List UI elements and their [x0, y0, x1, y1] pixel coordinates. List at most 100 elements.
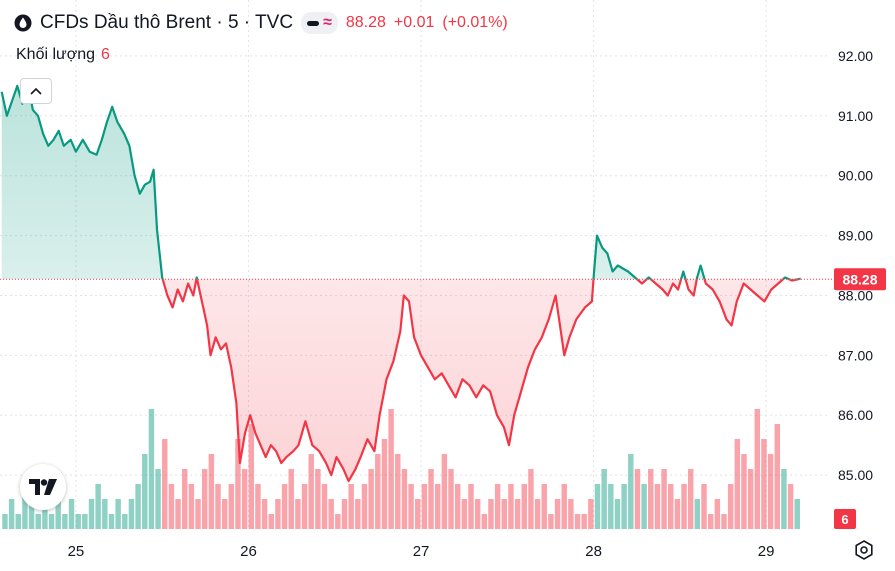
volume-bar [734, 439, 741, 529]
volume-bar [348, 484, 354, 529]
volume-bar [761, 439, 767, 529]
chart-legend: CFDs Dầu thô Brent · 5 · TVC ≈ 88.28 +0.… [14, 12, 508, 34]
price-change-percent: (+0.01%) [442, 14, 508, 31]
volume-bar [168, 484, 175, 529]
chevron-up-icon [30, 87, 42, 95]
volume-bar [701, 484, 707, 529]
volume-bar [215, 484, 221, 529]
y-tick-label: 88.00 [838, 287, 873, 303]
volume-bar [747, 469, 754, 529]
volume-bar [335, 514, 341, 529]
collapse-legend-button[interactable] [20, 78, 52, 104]
volume-bar [22, 484, 28, 529]
volume-bar [648, 469, 654, 529]
symbol-title[interactable]: CFDs Dầu thô Brent · 5 · TVC [40, 12, 294, 33]
volume-bar [162, 439, 168, 529]
volume-bar [628, 454, 634, 529]
volume-bar [501, 499, 508, 529]
volume-bar [415, 499, 421, 529]
volume-bar [481, 514, 488, 529]
volume-bar [621, 484, 627, 529]
volume-bar [268, 514, 274, 529]
volume-bar [601, 469, 607, 529]
volume-bar [68, 499, 75, 529]
volume-bar [395, 454, 401, 529]
volume-bar [568, 499, 574, 529]
volume-bar [355, 499, 361, 529]
volume-bar [774, 424, 780, 529]
y-tick-label: 85.00 [838, 467, 873, 483]
volume-bar [42, 499, 48, 529]
volume-bar [28, 499, 35, 529]
volume-bar [707, 514, 714, 529]
volume-bar [488, 499, 494, 529]
area-above-baseline [1, 79, 801, 280]
volume-bar [175, 499, 181, 529]
volume-bar [494, 484, 501, 529]
volume-bar [388, 409, 394, 529]
volume-bar [301, 484, 308, 529]
volume-bar [241, 469, 248, 529]
volume-bar [115, 499, 121, 529]
settings-icon[interactable] [853, 539, 875, 561]
price-line-up [0, 78, 801, 280]
x-tick-label: 27 [413, 543, 430, 560]
volume-bar [401, 469, 408, 529]
chart-style-toggle[interactable]: ≈ [301, 12, 338, 34]
volume-bar [62, 514, 68, 529]
volume-bar [361, 484, 368, 529]
volume-bar [588, 499, 594, 529]
volume-value: 6 [101, 46, 110, 63]
price-change: +0.01 [393, 14, 435, 31]
volume-bar [574, 514, 581, 529]
volume-bar [687, 469, 694, 529]
volume-bar [188, 484, 195, 529]
volume-bar [454, 484, 461, 529]
volume-bar [55, 484, 61, 529]
volume-bar [75, 514, 81, 529]
volume-bar [88, 499, 95, 529]
volume-bar [341, 499, 348, 529]
volume-bar [668, 484, 674, 529]
y-tick-label: 92.00 [838, 48, 873, 64]
volume-bar [581, 514, 587, 529]
volume-bar [694, 499, 701, 529]
drop-icon [14, 14, 32, 32]
volume-bar [208, 454, 215, 529]
volume-bar [2, 514, 8, 529]
x-tick-label: 29 [758, 543, 775, 560]
volume-bar [508, 484, 514, 529]
volume-bar [155, 469, 161, 529]
volume-bar [328, 499, 334, 529]
volume-bar [102, 499, 108, 529]
volume-bar [461, 499, 468, 529]
volume-tag [834, 509, 856, 529]
tradingview-logo[interactable] [20, 464, 66, 510]
volume-bar [15, 514, 21, 529]
volume-bar [681, 484, 687, 529]
volume-bar [375, 454, 381, 529]
line-style-icon [307, 20, 320, 26]
volume-bar [561, 484, 567, 529]
volume-bar [255, 484, 261, 529]
price-line-down [161, 279, 801, 483]
volume-bar [235, 439, 241, 529]
volume-bar [474, 499, 481, 529]
volume-bar [421, 484, 428, 529]
volume-bar [148, 409, 155, 529]
x-tick-label: 25 [68, 543, 85, 560]
volume-bar [754, 409, 761, 529]
volume-bar [195, 499, 201, 529]
tradingview-logo-mark [29, 479, 57, 495]
y-tick-label: 87.00 [838, 347, 873, 363]
volume-bar [321, 484, 328, 529]
volume-bar [261, 499, 268, 529]
y-tick-label: 90.00 [838, 168, 873, 184]
volume-bar [528, 469, 534, 529]
volume-bar [554, 499, 561, 529]
volume-indicator[interactable]: Khối lượng 6 [16, 46, 110, 64]
volume-bar [281, 484, 288, 529]
volume-bar [368, 469, 374, 529]
volume-tag-label: 6 [841, 512, 848, 527]
